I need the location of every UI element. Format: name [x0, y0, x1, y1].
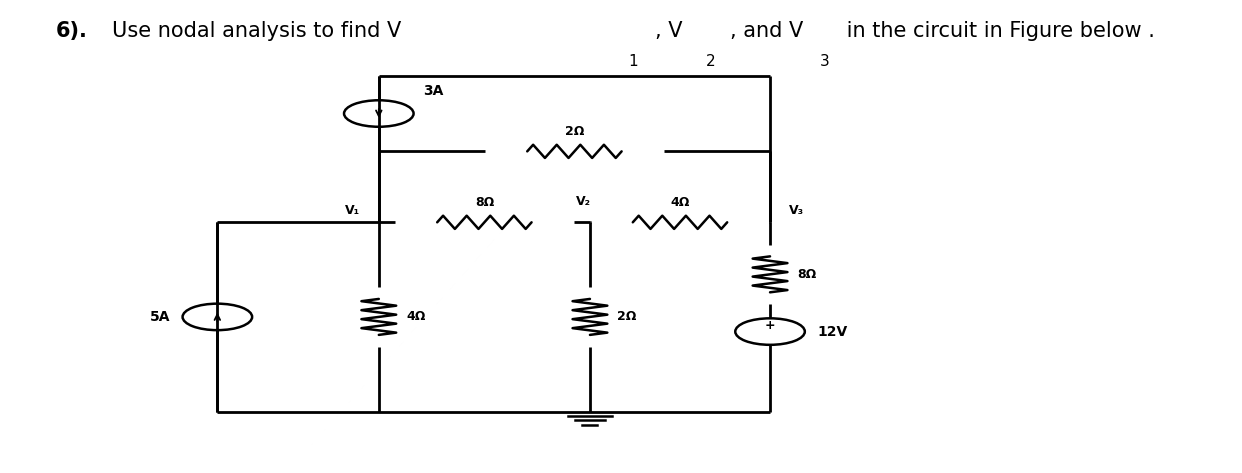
Text: 1: 1 [628, 54, 638, 70]
Text: V₂: V₂ [576, 195, 591, 208]
Text: 2Ω: 2Ω [617, 310, 637, 324]
Text: 3: 3 [820, 54, 830, 70]
Text: 3A: 3A [424, 84, 443, 98]
Text: in the circuit in Figure below .: in the circuit in Figure below . [840, 21, 1155, 41]
Text: 6).: 6). [56, 21, 88, 41]
Text: 4Ω: 4Ω [671, 196, 689, 209]
Text: 2Ω: 2Ω [565, 125, 584, 138]
Text: V₁: V₁ [345, 204, 360, 217]
Text: , and V: , and V [730, 21, 804, 41]
Text: V₃: V₃ [789, 204, 804, 217]
Text: 5A: 5A [149, 310, 170, 324]
Text: 8Ω: 8Ω [797, 268, 816, 281]
Text: 12V: 12V [817, 324, 847, 339]
Text: , V: , V [655, 21, 682, 41]
Text: +: + [765, 319, 775, 332]
Text: 2: 2 [705, 54, 715, 70]
Text: 4Ω: 4Ω [406, 310, 426, 324]
Text: 8Ω: 8Ω [474, 196, 494, 209]
Text: Use nodal analysis to find V: Use nodal analysis to find V [112, 21, 401, 41]
